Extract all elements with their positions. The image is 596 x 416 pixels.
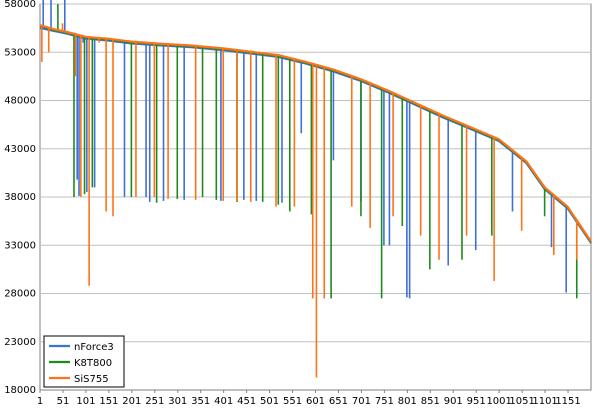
x-axis: 1 51 101 151 201 251 301 351 401 451 501 551 601 651 7… [37,390,581,407]
x-tick-label: 251 [145,396,164,407]
x-tick-label: 1 [37,396,43,407]
y-tick-label: 18000 [4,385,36,396]
y-tick-label: 48000 [4,96,36,107]
x-tick-label: 51 [57,396,70,407]
x-tick-label: 1101 [532,396,557,407]
x-tick-label: 651 [329,396,348,407]
y-tick-label: 58000 [4,0,36,10]
legend-label: SiS755 [74,374,109,385]
x-tick-label: 701 [352,396,371,407]
y-tick-label: 23000 [4,337,36,348]
x-tick-label: 1151 [555,396,580,407]
legend-label: K8T800 [74,358,112,369]
x-tick-label: 501 [260,396,279,407]
x-tick-label: 101 [76,396,95,407]
x-tick-label: 851 [421,396,440,407]
series-line [39,24,592,243]
legend: nForce3 K8T800 SiS755 [43,335,125,388]
x-tick-label: 401 [214,396,233,407]
x-tick-label: 751 [375,396,394,407]
x-tick-label: 1051 [509,396,534,407]
series-lines [39,0,592,378]
x-tick-label: 351 [191,396,210,407]
legend-label: nForce3 [74,342,114,353]
x-tick-label: 901 [444,396,463,407]
y-tick-label: 43000 [4,144,36,155]
y-tick-label: 38000 [4,192,36,203]
x-tick-label: 551 [283,396,302,407]
y-tick-label: 28000 [4,289,36,300]
x-tick-label: 151 [99,396,118,407]
x-tick-label: 801 [398,396,417,407]
x-tick-label: 601 [306,396,325,407]
x-tick-label: 301 [168,396,187,407]
y-tick-label: 53000 [4,47,36,58]
x-tick-label: 951 [467,396,486,407]
y-tick-label: 33000 [4,240,36,251]
series-sis755 [39,23,592,378]
x-tick-label: 451 [237,396,256,407]
x-tick-label: 201 [122,396,141,407]
x-tick-label: 1001 [486,396,511,407]
y-axis: 18000 23000 28000 33000 38000 43000 48000 53000… [4,0,36,396]
